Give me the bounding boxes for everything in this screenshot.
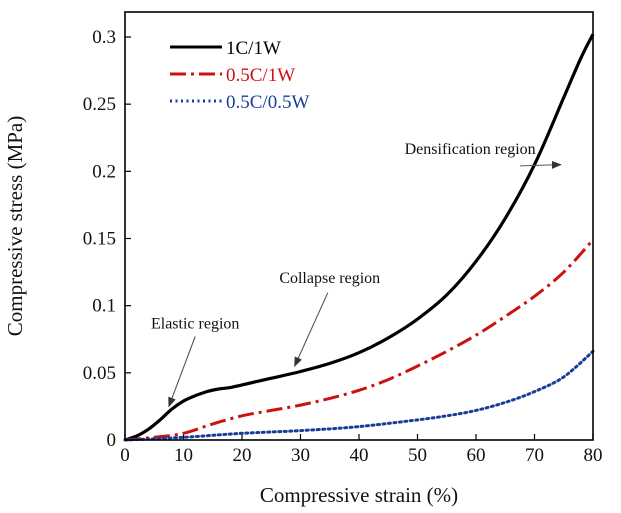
annotation-text: Densification region <box>405 141 536 158</box>
x-tick-label: 40 <box>350 445 369 466</box>
legend: 1C/1W 0.5C/1W 0.5C/0.5W <box>170 38 309 113</box>
annotation-arrow <box>168 336 196 408</box>
y-tick-label: 0.3 <box>92 27 116 48</box>
y-tick-label: 0.25 <box>83 94 116 115</box>
x-tick-label: 30 <box>291 445 310 466</box>
x-axis-label: Compressive strain (%) <box>260 483 458 507</box>
legend-entry: 0.5C/1W <box>226 65 295 86</box>
x-tick-label: 60 <box>467 445 486 466</box>
x-tick-label: 0 <box>120 445 130 466</box>
y-tick-label: 0.1 <box>92 296 116 317</box>
x-tick-label: 50 <box>408 445 427 466</box>
y-tick-label: 0.05 <box>83 363 116 384</box>
y-axis-label: Compressive stress (MPa) <box>3 116 27 336</box>
annotation-text: Elastic region <box>151 316 239 333</box>
series-curves <box>123 33 595 442</box>
x-tick-label: 20 <box>233 445 252 466</box>
annotations: Densification region Collapse region Elast… <box>151 141 562 408</box>
x-tick-label: 70 <box>525 445 544 466</box>
legend-entry: 0.5C/0.5W <box>226 92 309 113</box>
annotation-arrow <box>520 160 562 169</box>
series-line-0-5c-1w <box>124 238 595 442</box>
y-tick-label: 0.15 <box>83 229 116 250</box>
legend-entry: 1C/1W <box>226 38 281 59</box>
plot-frame <box>124 11 594 441</box>
y-tick-label: 0 <box>107 430 117 451</box>
series-line-0-5c-0-5w <box>123 349 595 442</box>
x-tick-label: 10 <box>174 445 193 466</box>
annotation-arrow <box>294 292 329 368</box>
annotation-text: Collapse region <box>279 270 380 287</box>
axis-ticks: 0 10 20 30 40 50 60 70 80 0 0.05 0.1 0.15 0.2 0.25 0.3 <box>83 27 603 466</box>
x-tick-label: 80 <box>584 445 603 466</box>
series-line-1c-1w <box>124 33 595 442</box>
y-tick-label: 0.2 <box>92 161 116 182</box>
